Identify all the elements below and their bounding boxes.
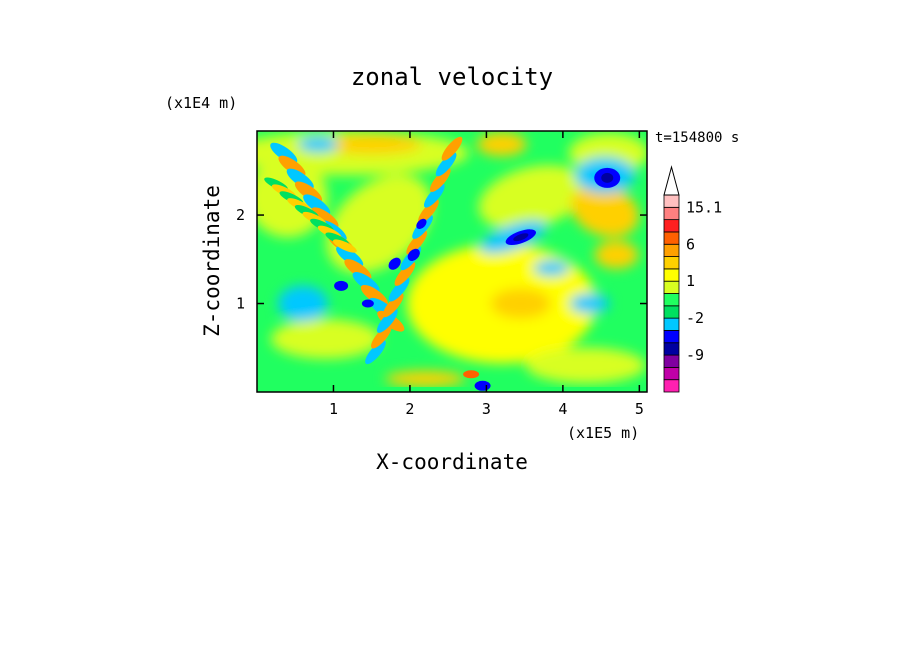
x-tick-label: 3	[482, 400, 491, 418]
x-tick-label: 5	[635, 400, 644, 418]
x-axis: 1 2 3 4 5	[329, 131, 644, 418]
colorbar-swatch	[663, 243, 680, 257]
field-patch	[334, 280, 349, 291]
y-axis-label: Z-coordinate	[200, 185, 224, 337]
field-patch	[570, 184, 639, 237]
field-patch	[388, 277, 410, 302]
field-patch	[376, 308, 398, 333]
colorbar-swatch	[663, 305, 680, 319]
field-patch	[594, 240, 639, 269]
colorbar-label: 6	[686, 235, 695, 253]
colorbar-swatch	[663, 379, 680, 393]
y-tick-label: 1	[236, 295, 245, 313]
field-patch	[321, 134, 422, 155]
colorbar-swatch	[663, 206, 680, 221]
field-patch	[435, 152, 457, 177]
field-patch	[365, 340, 386, 365]
field-patch	[361, 299, 374, 308]
field-patch	[270, 318, 381, 359]
field-patch	[429, 168, 451, 192]
field-patch	[407, 248, 420, 261]
colorbar-swatch	[663, 231, 680, 245]
colorbar-extend-arrow	[663, 165, 680, 196]
colorbar-swatch	[663, 293, 680, 307]
field-patch	[463, 370, 480, 379]
plot-frame	[256, 130, 648, 393]
field-patch	[513, 233, 529, 242]
field-patch	[441, 136, 463, 161]
time-label: t=154800 s	[655, 130, 739, 146]
colorbar-swatch	[663, 194, 680, 208]
colorbar-label: 15.1	[686, 198, 722, 216]
field-patch	[474, 380, 491, 391]
x-tick-label: 2	[405, 400, 414, 418]
colorbar-swatch	[663, 280, 680, 294]
field-patch	[601, 172, 614, 183]
chart-title: zonal velocity	[351, 63, 553, 91]
field-patch	[388, 257, 401, 270]
velocity-field	[257, 131, 647, 392]
field-patch	[382, 293, 404, 318]
field-patch	[525, 347, 646, 384]
field-cores	[264, 136, 621, 391]
field-patch	[298, 136, 339, 153]
field-patch	[569, 293, 610, 314]
colorbar-label: -9	[686, 346, 704, 364]
colorbar-swatch	[663, 342, 680, 356]
y-tick-label: 2	[236, 206, 245, 224]
x-unit-label: (x1E5 m)	[567, 424, 639, 442]
field-patch	[385, 370, 466, 387]
y-axis: 12	[236, 206, 647, 313]
field-patch	[423, 183, 445, 208]
field-patch	[476, 132, 527, 157]
colorbar: 15.1 6 1 -2 -9	[663, 165, 722, 393]
field-patch	[277, 285, 328, 322]
x-tick-label: 4	[558, 400, 567, 418]
colorbar-swatch	[663, 330, 680, 344]
colorbar-label: -2	[686, 309, 704, 327]
colorbar-label: 1	[686, 272, 695, 290]
colorbar-swatch	[663, 317, 680, 331]
colorbar-swatch	[663, 256, 680, 270]
field-patch	[333, 239, 357, 253]
colorbar-swatch	[663, 354, 680, 368]
colorbar-swatch	[663, 366, 680, 381]
colorbar-swatch	[663, 219, 680, 233]
field-patch	[416, 218, 427, 229]
x-tick-label: 1	[329, 400, 338, 418]
field-patch	[418, 199, 439, 224]
field-patch	[406, 230, 428, 255]
field-patch	[394, 261, 416, 286]
x-axis-label: X-coordinate	[376, 450, 528, 474]
colorbar-swatch	[663, 268, 680, 282]
y-unit-label: (x1E4 m)	[165, 94, 237, 112]
field-patch	[533, 260, 570, 277]
field-patch	[478, 165, 586, 230]
field-patch	[490, 288, 551, 319]
field-patch	[371, 324, 392, 349]
